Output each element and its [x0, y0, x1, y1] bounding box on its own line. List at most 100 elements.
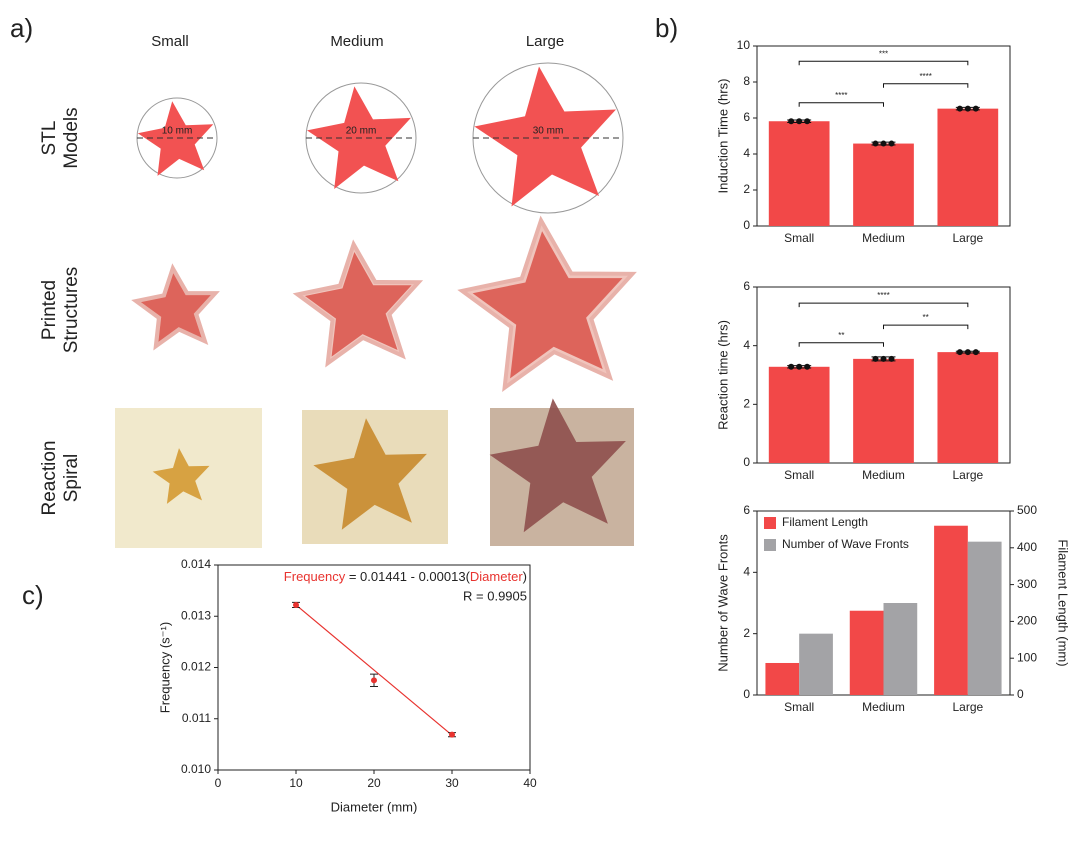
y-tick-label: 8 — [743, 74, 750, 88]
x-tick-label: Large — [952, 231, 983, 245]
replicate-dot — [796, 363, 803, 370]
legend-label: Filament Length — [782, 515, 868, 529]
bar — [853, 143, 914, 226]
legend-label: Number of Wave Fronts — [782, 537, 909, 551]
x-tick-label: Medium — [862, 231, 905, 245]
y-axis-label: Number of Wave Fronts — [715, 534, 730, 672]
x-axis-label: Diameter (mm) — [331, 799, 418, 814]
equation: Frequency = 0.01441 - 0.00013(Diameter) — [284, 569, 527, 584]
significance-label: *** — [879, 49, 888, 58]
bar — [765, 662, 800, 695]
y-tick-label: 2 — [743, 397, 750, 411]
x-tick-label: Small — [784, 700, 814, 714]
y-tick-label: 0 — [743, 218, 750, 232]
fit-line — [295, 604, 453, 736]
row-label: Printed — [39, 280, 60, 340]
bar — [967, 541, 1002, 695]
y2-tick-label: 500 — [1017, 503, 1037, 517]
significance-bracket — [883, 324, 969, 330]
replicate-dot — [880, 140, 887, 147]
x-tick-label: 40 — [523, 776, 537, 790]
significance-bracket — [798, 302, 969, 308]
bar — [768, 121, 830, 226]
replicate-dot — [956, 349, 963, 356]
x-tick-label: Large — [952, 468, 983, 482]
replicate-dot — [788, 118, 795, 125]
printed-star — [305, 252, 412, 357]
legend-swatch — [764, 517, 776, 529]
reaction-star — [489, 398, 626, 533]
x-tick-label: 0 — [215, 776, 222, 790]
bar — [883, 603, 918, 695]
significance-label: **** — [919, 72, 931, 81]
x-tick-label: 20 — [367, 776, 381, 790]
x-tick-label: Small — [784, 231, 814, 245]
y-tick-label: 10 — [737, 38, 751, 52]
panel-label: b) — [655, 13, 678, 43]
legend-swatch — [764, 539, 776, 551]
y2-tick-label: 0 — [1017, 687, 1024, 701]
y-tick-label: 6 — [743, 503, 750, 517]
x-tick-label: Small — [784, 468, 814, 482]
y-tick-label: 0 — [743, 455, 750, 469]
y-axis-label: Frequency (s⁻¹) — [157, 622, 172, 713]
y-tick-label: 0.012 — [181, 660, 211, 674]
equation-part: ) — [523, 569, 527, 584]
row-label: Models — [61, 107, 82, 168]
significance-label: **** — [835, 91, 847, 100]
replicate-dot — [880, 355, 887, 362]
significance-label: **** — [877, 291, 889, 300]
significance-bracket — [798, 102, 884, 107]
replicate-dot — [972, 349, 979, 356]
bar — [768, 366, 830, 463]
panel-label: a) — [10, 13, 33, 43]
stl-star — [137, 101, 214, 176]
point — [449, 731, 455, 738]
significance-label: ** — [923, 313, 929, 322]
y-tick-label: 4 — [743, 338, 750, 352]
equation-part: = 0.01441 - 0.00013( — [345, 569, 470, 584]
replicate-dot — [804, 363, 811, 370]
replicate-dot — [964, 349, 971, 356]
replicate-dot — [796, 118, 803, 125]
row-label: Spiral — [61, 454, 82, 503]
replicate-dot — [788, 363, 795, 370]
y2-tick-label: 300 — [1017, 577, 1037, 591]
y-tick-label: 4 — [743, 146, 750, 160]
r-label: R = 0.9905 — [463, 588, 527, 603]
point — [293, 601, 299, 608]
y-tick-label: 2 — [743, 626, 750, 640]
replicate-dot — [888, 355, 895, 362]
scale-label: 10 mm — [162, 126, 193, 137]
replicate-dot — [956, 105, 963, 112]
bar — [937, 108, 999, 226]
x-tick-label: 30 — [445, 776, 459, 790]
y2-tick-label: 200 — [1017, 614, 1037, 628]
row-label: STL — [39, 121, 60, 156]
replicate-dot — [804, 118, 811, 125]
stl-star — [474, 66, 616, 207]
replicate-dot — [972, 105, 979, 112]
x-tick-label: Medium — [862, 468, 905, 482]
scale-label: 30 mm — [533, 126, 564, 137]
y-tick-label: 0.010 — [181, 762, 211, 776]
x-tick-label: Medium — [862, 700, 905, 714]
significance-bracket — [883, 83, 969, 88]
y-axis-label: Reaction time (hrs) — [715, 320, 730, 430]
bar — [849, 610, 884, 695]
replicate-dot — [872, 140, 879, 147]
row-label: Reaction — [39, 441, 60, 516]
y-tick-label: 6 — [743, 279, 750, 293]
y2-axis-label: Filament Length (mm) — [1056, 539, 1071, 666]
panel-label: c) — [22, 580, 44, 610]
y-tick-label: 0.013 — [181, 608, 211, 622]
y-tick-label: 0.014 — [181, 557, 211, 571]
significance-bracket — [798, 342, 884, 347]
replicate-dot — [888, 140, 895, 147]
column-header: Small — [151, 33, 189, 50]
replicate-dot — [872, 355, 879, 362]
y-axis-label: Induction Time (hrs) — [715, 79, 730, 194]
y-tick-label: 0 — [743, 687, 750, 701]
y-tick-label: 4 — [743, 565, 750, 579]
